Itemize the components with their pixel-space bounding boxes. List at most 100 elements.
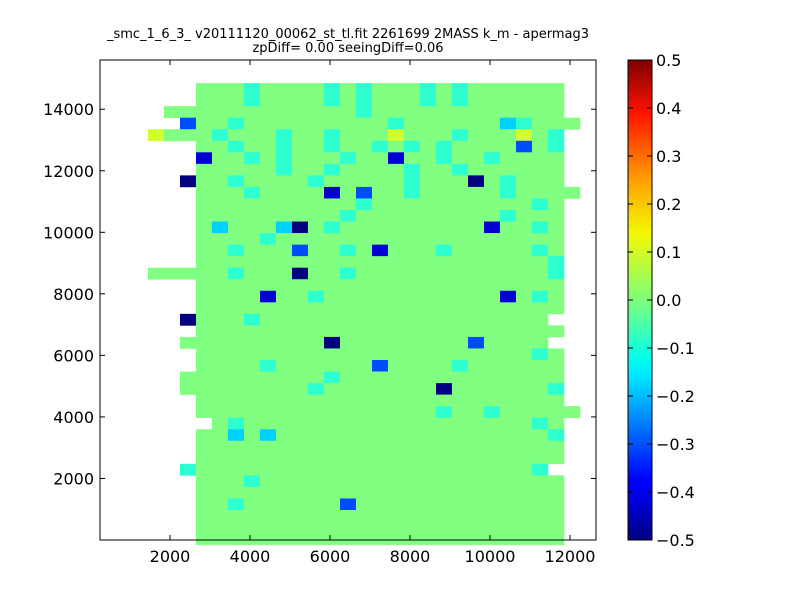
heatmap-cell [292,440,309,453]
heatmap-cell [532,383,549,395]
x-tick-label: 4000 [230,547,271,566]
heatmap-cell [308,406,325,418]
heatmap-cell [404,244,421,257]
heatmap-cell [372,233,389,245]
heatmap-cell [212,475,229,488]
heatmap-cell [468,210,485,222]
colorbar-tick-label: 0.5 [656,51,681,70]
heatmap-cell [484,302,501,315]
heatmap-cell [228,210,245,222]
heatmap-cell [548,221,565,234]
heatmap-cell [308,163,325,176]
heatmap-cell [292,279,309,292]
heatmap-cell [548,163,565,176]
heatmap-cell [260,221,277,234]
heatmap-cell [420,94,437,107]
heatmap-cell [468,256,485,268]
heatmap-cell [276,486,293,499]
heatmap-cell [516,313,533,326]
heatmap-cell [372,394,389,407]
heatmap-cell [516,348,533,361]
heatmap-cell [292,521,309,534]
heatmap-cell [228,452,245,465]
heatmap-cell [244,521,261,534]
heatmap-cell [340,533,357,545]
heatmap-cell [484,336,501,349]
heatmap-cell [196,302,213,315]
heatmap-cell [372,152,389,165]
heatmap-cell [500,429,517,442]
heatmap-cell [324,129,341,142]
heatmap-cell [484,129,501,142]
heatmap-cell [276,163,293,176]
heatmap-cell [516,475,533,488]
heatmap-cell [500,186,517,199]
y-tick-label: 6000 [53,346,94,365]
heatmap-cell [308,140,325,153]
heatmap-cell [388,233,405,245]
heatmap-cell [292,83,309,95]
heatmap-cell [196,106,213,118]
heatmap-cell [308,348,325,361]
heatmap-cell [420,233,437,245]
plot-frame [99,59,597,541]
heatmap-cell [196,256,213,268]
heatmap-cell [340,117,357,130]
heatmap-cell [500,383,517,395]
heatmap-cell [196,348,213,361]
heatmap-cell [324,106,341,118]
heatmap-cell [356,417,373,430]
heatmap-cell [164,267,181,280]
heatmap-cell [532,140,549,153]
heatmap-cell [276,533,293,545]
heatmap-cell [196,429,213,442]
heatmap-cell [420,106,437,118]
y-tick-label: 10000 [43,223,94,242]
heatmap-cell [260,440,277,453]
heatmap-cell [420,140,437,153]
heatmap-cell [244,371,261,384]
heatmap-cell [260,244,277,257]
heatmap-cell [436,163,453,176]
heatmap-cell [276,336,293,349]
heatmap-cell [244,129,261,142]
heatmap-cell [404,510,421,522]
heatmap-cell [244,210,261,222]
heatmap-cell [180,371,197,384]
heatmap-cell [500,129,517,142]
heatmap-cell [420,152,437,165]
heatmap-cell [308,152,325,165]
heatmap-cell [196,290,213,303]
heatmap-cell [516,360,533,372]
heatmap-cell [532,475,549,488]
heatmap-cell [292,475,309,488]
heatmap-cell [436,325,453,338]
heatmap-cell [372,83,389,95]
heatmap-cell [436,521,453,534]
heatmap-cell [356,198,373,211]
heatmap-cell [548,83,565,95]
heatmap-cell [404,475,421,488]
heatmap-cell [260,452,277,465]
heatmap-cell [532,186,549,199]
heatmap-cell [484,475,501,488]
heatmap-cell [308,302,325,315]
heatmap-cell [340,198,357,211]
heatmap-cell [356,279,373,292]
heatmap-cell [372,117,389,130]
heatmap-cell [260,510,277,522]
heatmap-cell [468,360,485,372]
heatmap-cell [532,336,549,349]
heatmap-cell [260,463,277,476]
heatmap-cell [324,221,341,234]
heatmap-cell [228,83,245,95]
heatmap-cell [324,452,341,465]
heatmap-cell [388,440,405,453]
heatmap-cell [340,94,357,107]
heatmap-cell [548,140,565,153]
heatmap-cell [324,406,341,418]
heatmap-cell [468,186,485,199]
heatmap-cell [532,117,549,130]
heatmap-cell [340,371,357,384]
heatmap-cell [196,94,213,107]
